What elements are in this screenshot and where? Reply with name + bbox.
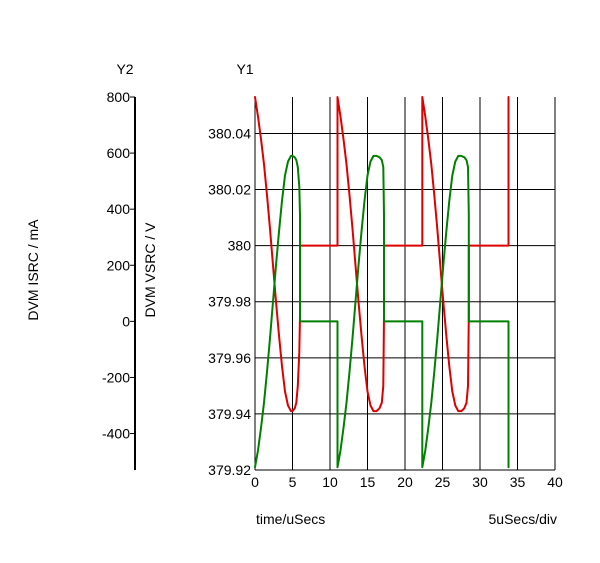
y1-tick-label: 380.02 <box>208 182 251 198</box>
x-tick-label: 25 <box>435 474 451 490</box>
y2-tick-label: -200 <box>102 369 130 385</box>
y2-tick-label: 200 <box>107 257 131 273</box>
isrc-series-line <box>254 154 510 469</box>
y2-tick-label: -400 <box>102 426 130 442</box>
x-tick-label: 30 <box>472 474 488 490</box>
x-tick-label: 10 <box>322 474 338 490</box>
x-tick-label: 0 <box>251 474 259 490</box>
x-tick-label: 35 <box>510 474 526 490</box>
y1-tick-label: 379.98 <box>208 294 251 310</box>
x-tick-label: 20 <box>397 474 413 490</box>
y2-tick-label: 0 <box>122 313 130 329</box>
x-tick-label: 15 <box>360 474 376 490</box>
y2-axis-title: Y2 <box>116 61 133 77</box>
y1-tick-label: 379.92 <box>208 462 251 478</box>
x-scale-label: 5uSecs/div <box>489 511 557 527</box>
y2-tick-label: 400 <box>107 201 131 217</box>
x-tick-label: 5 <box>289 474 297 490</box>
y2-tick-label: 600 <box>107 145 131 161</box>
y2-axis-label: DVM ISRC / mA <box>25 219 41 321</box>
y1-axis-title: Y1 <box>236 61 253 77</box>
x-axis-label: time/uSecs <box>256 511 325 527</box>
y1-tick-label: 380.04 <box>208 125 251 141</box>
series-layer <box>254 96 510 469</box>
y1-tick-label: 379.94 <box>208 406 251 422</box>
y1-axis-label: DVM VSRC / V <box>142 222 158 318</box>
y2-tick-label: 800 <box>107 89 131 105</box>
vsrc-series-line <box>254 96 510 413</box>
y1-tick-label: 380 <box>228 238 252 254</box>
grid <box>130 96 556 471</box>
tick-labels: 0 5 10 15 20 25 30 35 40 379.92 379.94 379.96 379.98… <box>102 89 563 490</box>
y1-tick-label: 379.96 <box>208 350 251 366</box>
x-tick-label: 40 <box>547 474 563 490</box>
